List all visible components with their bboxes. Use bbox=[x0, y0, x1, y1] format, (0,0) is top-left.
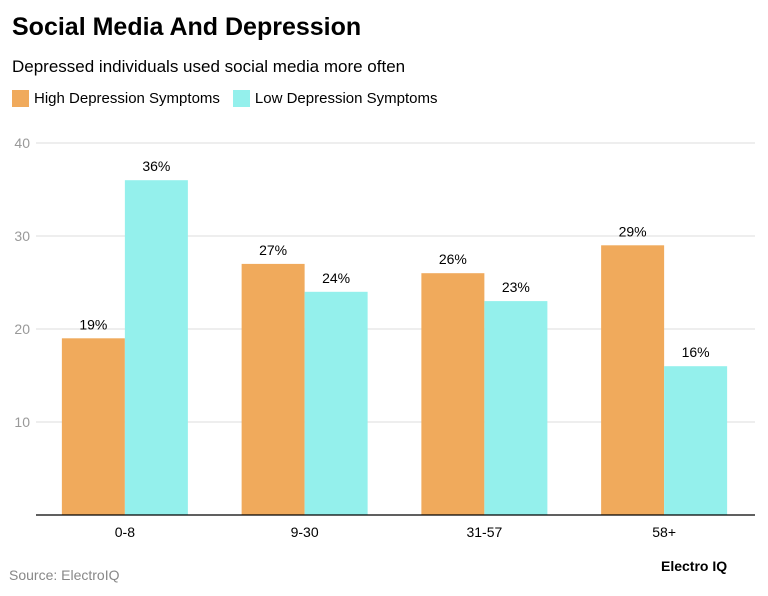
legend-swatch-low bbox=[232, 90, 250, 107]
legend-label-low: Low Depression Symptoms bbox=[254, 90, 438, 107]
bar bbox=[61, 338, 125, 515]
x-tick-label: 0-8 bbox=[115, 524, 135, 540]
y-tick-label: 40 bbox=[14, 135, 30, 151]
bar bbox=[304, 291, 368, 515]
data-label: 36% bbox=[142, 158, 170, 174]
legend-item-low: Low Depression Symptoms bbox=[232, 90, 438, 107]
bar bbox=[421, 273, 485, 515]
data-label: 23% bbox=[502, 279, 530, 295]
brand-logo: Electro IQ bbox=[661, 558, 728, 574]
data-label: 27% bbox=[259, 242, 287, 258]
data-label: 29% bbox=[619, 223, 647, 239]
y-tick-label: 20 bbox=[14, 321, 30, 337]
data-label: 24% bbox=[322, 270, 350, 286]
bar bbox=[124, 180, 188, 515]
chart-subtitle: Depressed individuals used social media … bbox=[12, 57, 406, 76]
legend-item-high: High Depression Symptoms bbox=[12, 90, 220, 107]
legend: High Depression Symptoms Low Depression … bbox=[12, 90, 450, 107]
data-label: 19% bbox=[79, 316, 107, 332]
legend-label-high: High Depression Symptoms bbox=[34, 90, 220, 107]
bar bbox=[601, 245, 665, 516]
chart-title: Social Media And Depression bbox=[12, 13, 362, 41]
bar bbox=[241, 263, 305, 515]
x-tick-label: 31-57 bbox=[466, 524, 502, 540]
bar bbox=[484, 301, 548, 515]
source-note: Source: ElectroIQ bbox=[9, 567, 120, 583]
data-label: 26% bbox=[439, 251, 467, 267]
legend-swatch-high bbox=[12, 90, 29, 107]
y-tick-label: 30 bbox=[14, 228, 30, 244]
data-label: 16% bbox=[682, 344, 710, 360]
x-tick-label: 9-30 bbox=[291, 524, 319, 540]
bar bbox=[664, 366, 728, 515]
y-tick-label: 10 bbox=[14, 414, 30, 430]
x-tick-label: 58+ bbox=[652, 524, 676, 540]
